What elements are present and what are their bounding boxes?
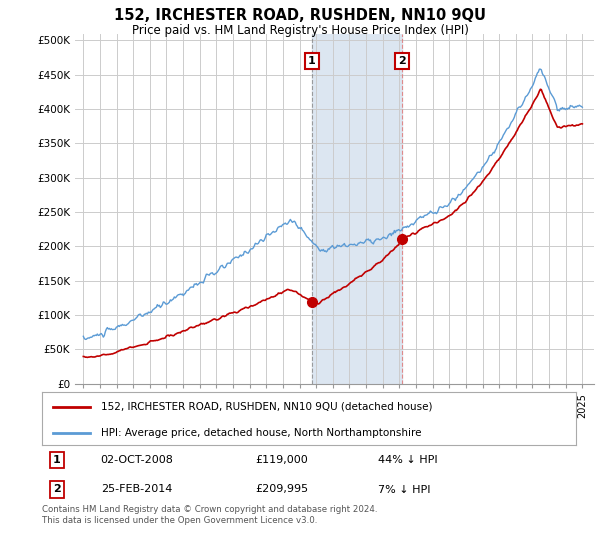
Text: Contains HM Land Registry data © Crown copyright and database right 2024.
This d: Contains HM Land Registry data © Crown c…	[42, 505, 377, 525]
Bar	[312, 34, 402, 384]
Text: 02-OCT-2008: 02-OCT-2008	[101, 455, 173, 465]
Text: £119,000: £119,000	[256, 455, 308, 465]
Text: 7% ↓ HPI: 7% ↓ HPI	[379, 484, 431, 494]
Text: 25-FEB-2014: 25-FEB-2014	[101, 484, 172, 494]
Text: 2: 2	[398, 56, 406, 66]
Text: 1: 1	[53, 455, 61, 465]
Text: £209,995: £209,995	[256, 484, 309, 494]
Text: 152, IRCHESTER ROAD, RUSHDEN, NN10 9QU: 152, IRCHESTER ROAD, RUSHDEN, NN10 9QU	[114, 8, 486, 24]
Text: Price paid vs. HM Land Registry's House Price Index (HPI): Price paid vs. HM Land Registry's House …	[131, 24, 469, 36]
Text: 44% ↓ HPI: 44% ↓ HPI	[379, 455, 438, 465]
Text: HPI: Average price, detached house, North Northamptonshire: HPI: Average price, detached house, Nort…	[101, 428, 421, 438]
Text: 152, IRCHESTER ROAD, RUSHDEN, NN10 9QU (detached house): 152, IRCHESTER ROAD, RUSHDEN, NN10 9QU (…	[101, 402, 432, 412]
Text: 1: 1	[308, 56, 316, 66]
Text: 2: 2	[53, 484, 61, 494]
